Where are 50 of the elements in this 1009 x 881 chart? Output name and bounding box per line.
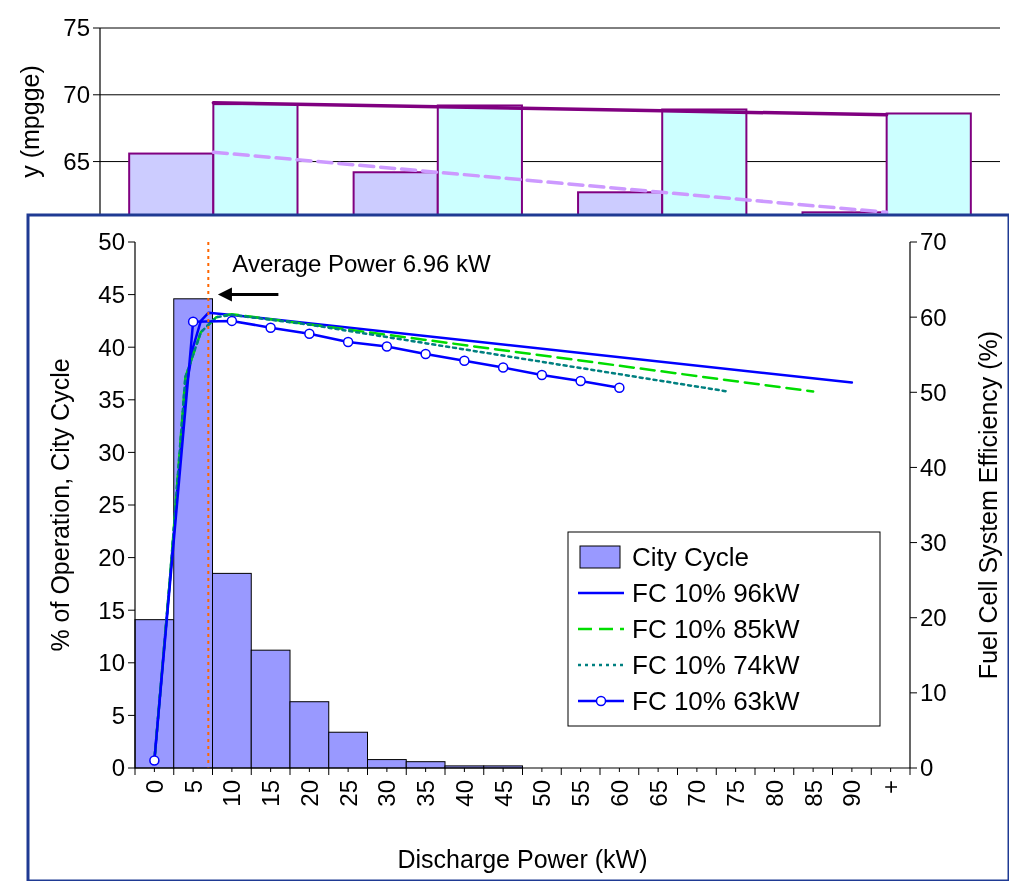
y-tick-label: 35: [98, 386, 125, 414]
x-tick-label: 60: [605, 780, 633, 807]
y2-tick-label: 50: [920, 378, 947, 406]
y-tick-label: 5: [111, 701, 125, 729]
y-tick-label: 50: [98, 228, 125, 256]
x-tick-label: 25: [334, 780, 362, 807]
y-tick-label: 75: [63, 14, 90, 42]
x-tick-label: 15: [257, 780, 285, 807]
x-tick-label: 65: [644, 780, 672, 807]
x-axis-title: Discharge Power (kW): [397, 845, 648, 873]
x-tick-label: 20: [295, 780, 323, 807]
ref-line-label: Average Power 6.96 kW: [232, 250, 492, 277]
x-tick-label: 90: [838, 780, 866, 807]
x-tick-label: 80: [760, 780, 788, 807]
y-tick-label: 70: [63, 81, 90, 109]
legend-label: City Cycle: [632, 542, 750, 573]
y-axis-title: y (mpgge): [15, 65, 44, 178]
x-tick-label: 10: [218, 780, 246, 807]
y-tick-label: 30: [98, 438, 125, 466]
x-tick-label: 75: [722, 780, 750, 807]
x-tick-label: 35: [412, 780, 440, 807]
x-tick-label: +: [877, 780, 905, 795]
y-tick-label: 25: [98, 491, 125, 519]
y-tick-label: 45: [98, 281, 125, 308]
x-tick-label: 30: [373, 780, 401, 807]
y-tick-label: 10: [98, 649, 125, 677]
legend-label: FC 10% 74kW: [632, 650, 801, 681]
y2-tick-label: 10: [920, 679, 947, 707]
x-tick-label: 50: [528, 780, 556, 807]
y-tick-label: 65: [63, 147, 90, 175]
x-tick-label: 55: [567, 780, 595, 807]
y-tick-label: 20: [98, 544, 125, 571]
x-tick-label: 70: [683, 780, 711, 807]
y2-tick-label: 20: [920, 604, 947, 632]
y-tick-label: 15: [98, 596, 125, 624]
x-tick-label: 45: [489, 780, 517, 807]
y2-tick-label: 40: [920, 453, 947, 481]
x-tick-label: 40: [450, 780, 478, 807]
y2-tick-label: 70: [920, 228, 947, 256]
x-tick-label: 85: [799, 780, 827, 807]
x-tick-label: 0: [140, 780, 168, 794]
y2-tick-label: 60: [920, 303, 947, 331]
y-tick-label: 40: [98, 333, 125, 361]
x-tick-label: 5: [179, 780, 207, 794]
legend-label: FC 10% 96kW: [632, 578, 801, 609]
y-axis-title: % of Operation, City Cycle: [45, 358, 74, 652]
legend-label: FC 10% 85kW: [632, 614, 801, 645]
y2-axis-title: Fuel Cell System Efficiency (%): [973, 330, 1002, 680]
y2-tick-label: 30: [920, 528, 947, 556]
legend-label: FC 10% 63kW: [632, 686, 801, 717]
